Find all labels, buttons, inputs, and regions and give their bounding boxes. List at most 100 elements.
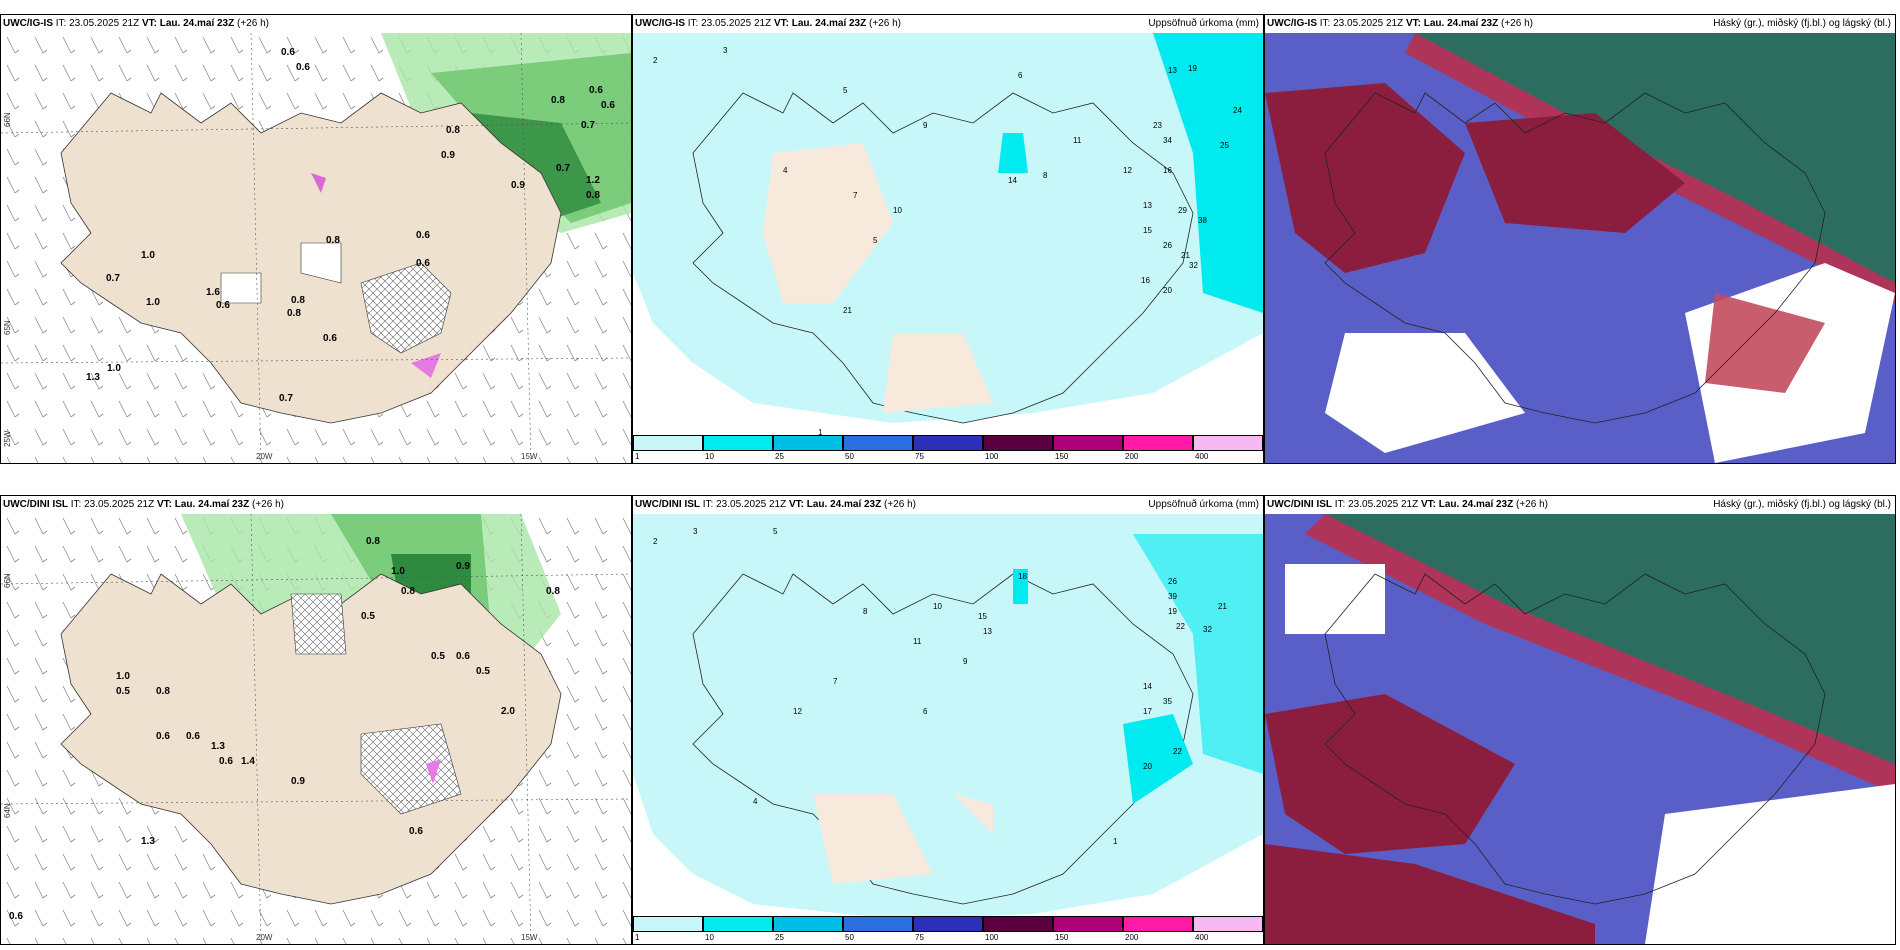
- cloud-value: 0.6: [156, 731, 170, 742]
- precip-value: 8: [1043, 171, 1048, 180]
- precip-value: 6: [1018, 71, 1023, 80]
- legend-label: 25: [775, 933, 784, 942]
- cloud-map: [1265, 514, 1895, 944]
- cloud-value: 0.8: [287, 308, 301, 319]
- cloud-value: 0.8: [326, 235, 340, 246]
- cloud-value: 0.6: [456, 651, 470, 662]
- precip-value: 32: [1203, 625, 1212, 634]
- cloud-value: 0.5: [476, 666, 490, 677]
- cloud-value: 0.8: [446, 125, 460, 136]
- legend-label: 75: [915, 452, 924, 461]
- cloud-value: 0.8: [586, 190, 600, 201]
- precip-value: 35: [1163, 697, 1172, 706]
- precip-value: 6: [923, 707, 928, 716]
- legend-swatch: [983, 916, 1053, 932]
- precip-value: 2: [653, 56, 658, 65]
- precip-value: 8: [863, 607, 868, 616]
- lat-label-66n: 66N: [3, 573, 12, 588]
- cloud-value: 1.3: [86, 372, 100, 383]
- legend-swatch: [1123, 916, 1193, 932]
- panel-header: UWC/DINI ISL IT: 23.05.2025 21Z VT: Lau.…: [3, 499, 284, 510]
- cloud-value: 0.8: [551, 95, 565, 106]
- precip-panel-bottom: UWC/DINI ISL IT: 23.05.2025 21Z VT: Lau.…: [632, 495, 1264, 945]
- precip-value: 7: [853, 191, 858, 200]
- precip-value: 11: [913, 637, 922, 646]
- panel-header: UWC/IG-IS IT: 23.05.2025 21Z VT: Lau. 24…: [3, 18, 269, 29]
- legend-swatch: [633, 916, 703, 932]
- cloud-panel-bottom: UWC/DINI ISL IT: 23.05.2025 21Z VT: Lau.…: [1264, 495, 1896, 945]
- precip-value: 24: [1233, 106, 1242, 115]
- cloud-value: 0.6: [216, 300, 230, 311]
- legend-swatch: [773, 435, 843, 451]
- precip-value: 16: [1141, 276, 1150, 285]
- precip-value: 20: [1163, 286, 1172, 295]
- lat-label-65n: 65N: [3, 320, 12, 335]
- legend-label: 200: [1125, 452, 1139, 461]
- precip-value: 11: [1073, 136, 1082, 145]
- panel-subtitle: Uppsöfnuð úrkoma (mm): [1148, 499, 1259, 510]
- legend-label: 10: [705, 452, 714, 461]
- lon-label-15w: 15W: [521, 452, 538, 461]
- precip-value: 26: [1163, 241, 1172, 250]
- legend-swatch: [983, 435, 1053, 451]
- precip-value: 34: [1163, 136, 1172, 145]
- cloud-value: 0.6: [416, 258, 430, 269]
- cloud-value: 1.4: [241, 756, 255, 767]
- precip-value: 4: [783, 166, 788, 175]
- cloud-value: 1.6: [206, 287, 220, 298]
- precip-value: 1: [818, 428, 823, 437]
- cloud-value: 0.6: [601, 100, 615, 111]
- cloud-value: 0.6: [416, 230, 430, 241]
- wind-map: 0.8 0.9 0.8 1.0 0.5 0.8 0.5 0.6 0.5 1.0 …: [1, 514, 631, 944]
- wind-panel-bottom: UWC/DINI ISL IT: 23.05.2025 21Z VT: Lau.…: [0, 495, 632, 945]
- panel-header: UWC/IG-IS IT: 23.05.2025 21Z VT: Lau. 24…: [1267, 18, 1891, 29]
- cloud-value: 0.7: [279, 393, 293, 404]
- precip-value: 10: [893, 206, 902, 215]
- legend-swatch: [703, 435, 773, 451]
- precip-value: 5: [773, 527, 778, 536]
- cloud-value: 0.8: [401, 586, 415, 597]
- precip-value: 29: [1178, 206, 1187, 215]
- precip-value: 9: [923, 121, 928, 130]
- cloud-value: 0.6: [296, 62, 310, 73]
- precip-value: 12: [793, 707, 802, 716]
- precip-value: 14: [1143, 682, 1152, 691]
- precip-value: 5: [843, 86, 848, 95]
- cloud-value: 0.8: [366, 536, 380, 547]
- cloud-value: 0.6: [281, 47, 295, 58]
- precip-legend: 1 10 25 50 75 100 150 200 400: [633, 916, 1263, 944]
- precip-value: 23: [1153, 121, 1162, 130]
- legend-swatch: [913, 916, 983, 932]
- legend-label: 150: [1055, 933, 1069, 942]
- cloud-value: 0.5: [361, 611, 375, 622]
- precip-value: 9: [963, 657, 968, 666]
- precip-value: 21: [843, 306, 852, 315]
- lon-label-20w: 20W: [256, 452, 273, 461]
- precip-value: 12: [1123, 166, 1132, 175]
- legend-swatch: [1123, 435, 1193, 451]
- precip-value: 13: [983, 627, 992, 636]
- wind-panel-top: UWC/IG-IS IT: 23.05.2025 21Z VT: Lau. 24…: [0, 14, 632, 464]
- precip-map: 2 3 5 7 8 10 12 13 15 18 26 19 39 22 32 …: [633, 514, 1263, 922]
- cloud-value: 1.3: [141, 836, 155, 847]
- precip-panel-top: UWC/IG-IS IT: 23.05.2025 21Z VT: Lau. 24…: [632, 14, 1264, 464]
- lat-label-64n: 64N: [3, 803, 12, 818]
- precip-value: 19: [1188, 64, 1197, 73]
- precip-value: 5: [873, 236, 878, 245]
- legend-swatch: [1053, 435, 1123, 451]
- precip-value: 21: [1218, 602, 1227, 611]
- legend-swatch: [843, 435, 913, 451]
- cloud-value: 0.5: [431, 651, 445, 662]
- precip-value: 32: [1189, 261, 1198, 270]
- legend-label: 150: [1055, 452, 1069, 461]
- cloud-value: 0.6: [323, 333, 337, 344]
- precip-value: 7: [833, 677, 838, 686]
- precip-value: 19: [1168, 607, 1177, 616]
- precip-legend: 1 10 25 50 75 100 150 200 400: [633, 435, 1263, 463]
- cloud-value: 1.0: [391, 566, 405, 577]
- cloud-panel-top: UWC/IG-IS IT: 23.05.2025 21Z VT: Lau. 24…: [1264, 14, 1896, 464]
- lat-label-66n: 66N: [3, 112, 12, 127]
- precip-value: 13: [1168, 66, 1177, 75]
- precip-value: 15: [1143, 226, 1152, 235]
- precip-value: 10: [933, 602, 942, 611]
